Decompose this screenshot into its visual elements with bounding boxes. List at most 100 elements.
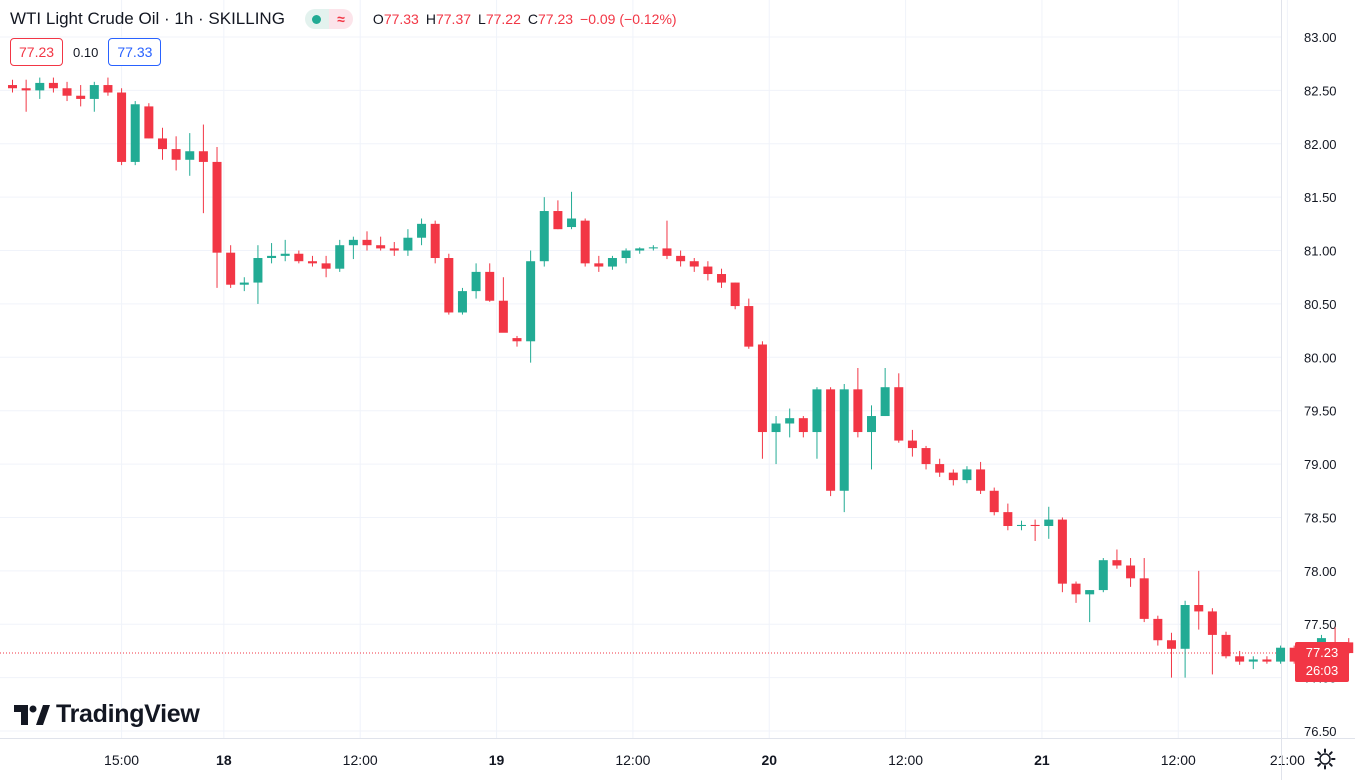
candle-body: [1112, 560, 1122, 566]
candle-body: [1166, 640, 1176, 649]
candle-body: [144, 106, 154, 139]
candle-body: [1085, 590, 1095, 595]
market-status[interactable]: ≈: [304, 9, 353, 29]
high-value: 77.37: [435, 11, 472, 27]
candle-body: [267, 255, 277, 259]
tradingview-logo-icon: [14, 704, 50, 725]
candle-body: [976, 469, 986, 491]
y-tick-label: 76.50: [1304, 724, 1337, 739]
candle-body: [880, 387, 890, 417]
candle-body: [812, 389, 822, 433]
sell-button[interactable]: 77.23: [10, 38, 64, 66]
candle-body: [21, 88, 31, 91]
x-tick-label: 12:00: [343, 752, 378, 768]
candle-body: [935, 464, 945, 473]
candle-body: [362, 239, 372, 246]
candle-body: [1003, 512, 1013, 527]
candle-body: [417, 223, 427, 238]
candle-body: [103, 85, 113, 93]
candle-body: [1289, 647, 1299, 662]
candle-body: [348, 239, 358, 246]
high-label: H: [425, 11, 436, 27]
y-tick-label: 81.00: [1304, 244, 1337, 259]
candle-body: [185, 151, 195, 160]
approx-wave-icon: ≈: [328, 9, 353, 29]
y-tick-label: 82.50: [1304, 83, 1337, 98]
candle-body: [430, 223, 440, 259]
candle-body: [853, 389, 863, 433]
candle-body: [567, 218, 577, 228]
candle-body: [76, 95, 86, 99]
candle-body: [1139, 578, 1149, 619]
y-tick-label: 80.50: [1304, 297, 1337, 312]
candle-body: [703, 266, 713, 275]
candle-body: [1098, 560, 1108, 591]
candle-body: [826, 389, 836, 491]
candle-body: [1207, 611, 1217, 635]
candle-body: [1126, 565, 1136, 579]
candle-body: [335, 245, 345, 269]
candle-body: [839, 389, 849, 491]
candle-body: [1194, 605, 1204, 612]
candle-body: [607, 258, 617, 267]
tradingview-logo[interactable]: TradingView: [14, 700, 200, 729]
x-tick-label: 21: [1034, 752, 1050, 768]
candle-body: [1262, 659, 1272, 662]
candle-body: [226, 252, 236, 285]
candle-body: [471, 271, 481, 292]
candle-body: [676, 255, 686, 262]
candle-body: [62, 88, 72, 96]
bar-countdown: 26:03: [1305, 663, 1339, 678]
candle-body: [526, 261, 536, 342]
candle-body: [498, 300, 508, 333]
y-tick-label: 79.00: [1304, 457, 1337, 472]
candle-body: [539, 211, 549, 262]
candle-body: [580, 220, 590, 264]
tradingview-logo-text: TradingView: [56, 700, 200, 728]
y-tick-label: 79.50: [1304, 404, 1337, 419]
candle-body: [1221, 634, 1231, 657]
y-tick-label: 82.00: [1304, 137, 1337, 152]
x-tick-label: 12:00: [888, 752, 923, 768]
candle-body: [867, 416, 877, 433]
x-tick-label: 15:00: [104, 752, 139, 768]
candle-body: [89, 85, 99, 99]
low-label: L: [478, 11, 486, 27]
x-tick-label: 20: [761, 752, 777, 768]
candle-body: [485, 271, 495, 301]
buy-sell-panel: 77.23 0.10 77.33: [10, 38, 162, 66]
candle-body: [771, 423, 781, 433]
candle-body: [444, 258, 454, 313]
x-tick-label: 18: [216, 752, 232, 768]
candle-body: [717, 274, 727, 283]
candle-body: [239, 282, 249, 285]
last-price-value: 77.23: [1305, 645, 1339, 660]
candle-body: [907, 440, 917, 449]
open-label: O: [372, 11, 384, 27]
low-value: 77.22: [485, 11, 521, 27]
candle-body: [785, 418, 795, 424]
candle-body: [280, 253, 290, 256]
candle-body: [635, 248, 645, 251]
market-open-dot-icon: [304, 9, 329, 29]
candle-body: [198, 151, 208, 162]
candle-body: [1180, 605, 1190, 649]
gear-icon[interactable]: [1314, 748, 1336, 770]
candle-body: [35, 82, 45, 91]
y-tick-label: 77.50: [1304, 617, 1337, 632]
candle-body: [798, 418, 808, 433]
ohlc-values: O77.33 H77.37 L77.22 C77.23 −0.09 (−0.12…: [373, 11, 677, 27]
candle-body: [512, 338, 522, 342]
buy-button[interactable]: 77.33: [108, 38, 162, 66]
candle-body: [1235, 656, 1245, 662]
candle-body: [757, 344, 767, 433]
candle-body: [389, 248, 399, 251]
candle-body: [662, 248, 672, 256]
candle-body: [1057, 519, 1067, 584]
candle-body: [921, 448, 931, 465]
x-tick-label: 12:00: [615, 752, 650, 768]
y-tick-label: 83.00: [1304, 30, 1337, 45]
candle-body: [948, 472, 958, 481]
symbol-title[interactable]: WTI Light Crude Oil · 1h · SKILLING: [10, 9, 285, 28]
